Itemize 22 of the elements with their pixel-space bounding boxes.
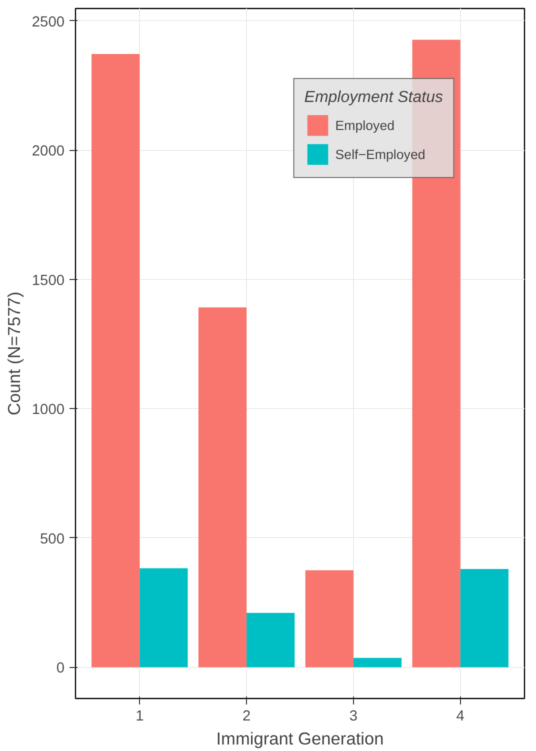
x-tick-label: 2: [242, 708, 251, 724]
bar: [305, 570, 354, 668]
x-tick-label: 1: [136, 708, 144, 724]
bar: [140, 568, 188, 668]
legend-label: Self−Employed: [335, 146, 426, 162]
y-tick-label: 1000: [32, 402, 65, 418]
y-axis-title: Count (N=7577): [4, 292, 24, 416]
bar: [460, 568, 508, 668]
y-tick-label: 500: [40, 531, 65, 548]
legend-label: Employed: [335, 118, 395, 132]
y-tick-label: 1500: [32, 272, 65, 289]
bar: [246, 612, 295, 668]
y-tick-label: 0: [56, 660, 65, 677]
x-tick-label: 3: [349, 708, 358, 724]
bar: [353, 658, 402, 668]
x-tick-label: 4: [456, 708, 464, 724]
x-axis-title: Immigrant Generation: [216, 728, 384, 748]
legend-title: Employment Status: [304, 89, 443, 107]
y-tick-label: 2000: [32, 144, 65, 160]
bar: [198, 307, 247, 668]
bar: [92, 54, 140, 668]
y-tick-label: 2500: [32, 14, 65, 30]
